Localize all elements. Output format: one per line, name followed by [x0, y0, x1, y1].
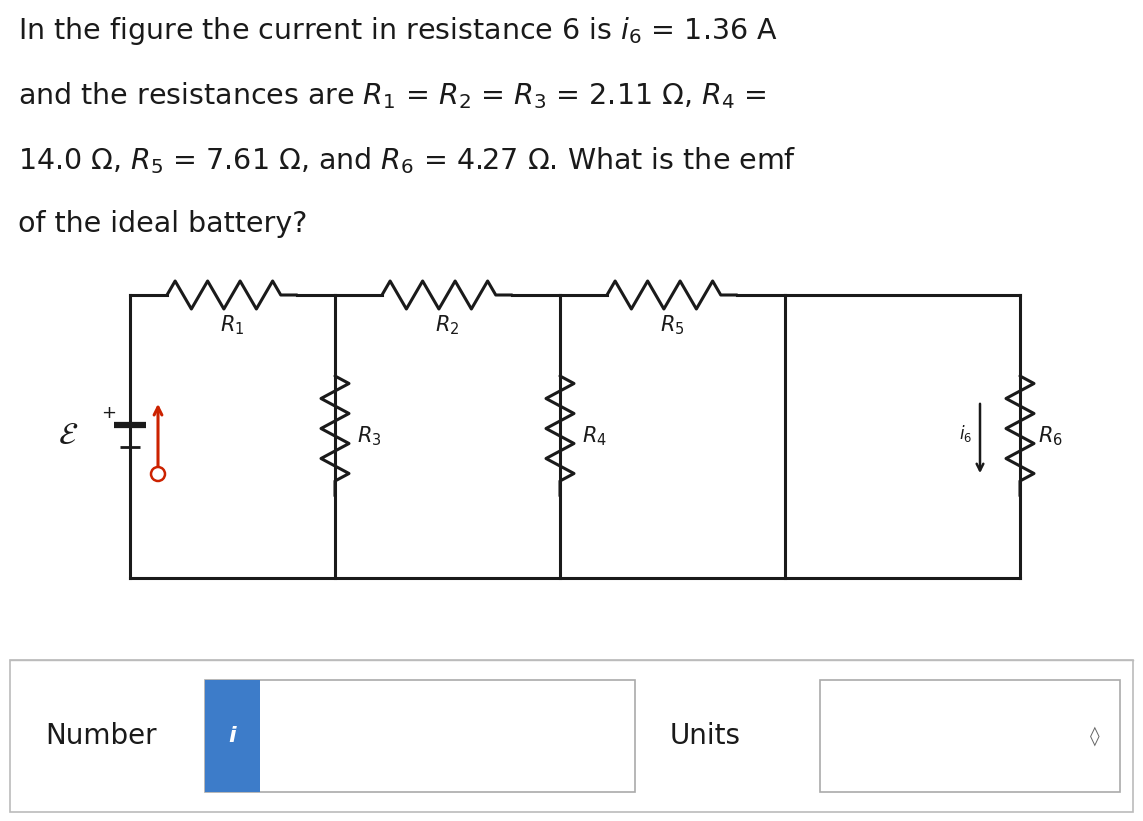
Text: $R_5$: $R_5$ — [660, 313, 685, 337]
Text: Number: Number — [45, 722, 157, 750]
FancyBboxPatch shape — [10, 660, 1133, 812]
Text: $R_2$: $R_2$ — [434, 313, 459, 337]
Text: +: + — [102, 404, 117, 422]
Text: of the ideal battery?: of the ideal battery? — [18, 210, 307, 238]
Text: i: i — [229, 726, 237, 746]
FancyBboxPatch shape — [205, 680, 636, 792]
Text: $i_6$: $i_6$ — [959, 423, 972, 444]
Text: $R_3$: $R_3$ — [357, 424, 382, 447]
Text: ◊: ◊ — [1090, 726, 1100, 745]
Circle shape — [151, 467, 165, 481]
Text: $R_6$: $R_6$ — [1038, 424, 1063, 447]
Text: 14.0 $\Omega$, $R_5$ = 7.61 $\Omega$, and $R_6$ = 4.27 $\Omega$. What is the emf: 14.0 $\Omega$, $R_5$ = 7.61 $\Omega$, an… — [18, 145, 797, 176]
FancyBboxPatch shape — [205, 680, 259, 792]
Text: $R_1$: $R_1$ — [219, 313, 245, 337]
Text: Units: Units — [670, 722, 741, 750]
Text: In the figure the current in resistance 6 is $i_6$ = 1.36 A: In the figure the current in resistance … — [18, 15, 777, 47]
Text: and the resistances are $R_1$ = $R_2$ = $R_3$ = 2.11 $\Omega$, $R_4$ =: and the resistances are $R_1$ = $R_2$ = … — [18, 80, 767, 111]
FancyBboxPatch shape — [820, 680, 1120, 792]
Text: $R_4$: $R_4$ — [582, 424, 607, 447]
Text: $\mathcal{E}$: $\mathcal{E}$ — [58, 421, 78, 451]
